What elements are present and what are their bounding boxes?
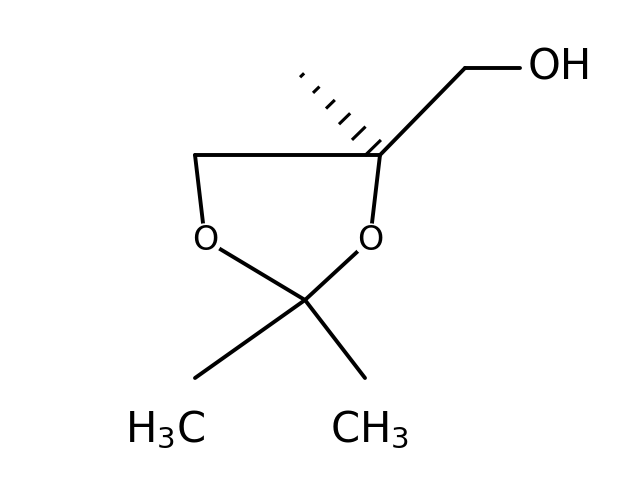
Text: CH$_3$: CH$_3$ — [330, 409, 410, 451]
Circle shape — [189, 224, 221, 256]
Circle shape — [354, 224, 386, 256]
Text: H$_3$C: H$_3$C — [125, 409, 205, 451]
Text: OH: OH — [528, 47, 592, 89]
Text: O: O — [192, 224, 218, 256]
Text: O: O — [357, 224, 383, 256]
